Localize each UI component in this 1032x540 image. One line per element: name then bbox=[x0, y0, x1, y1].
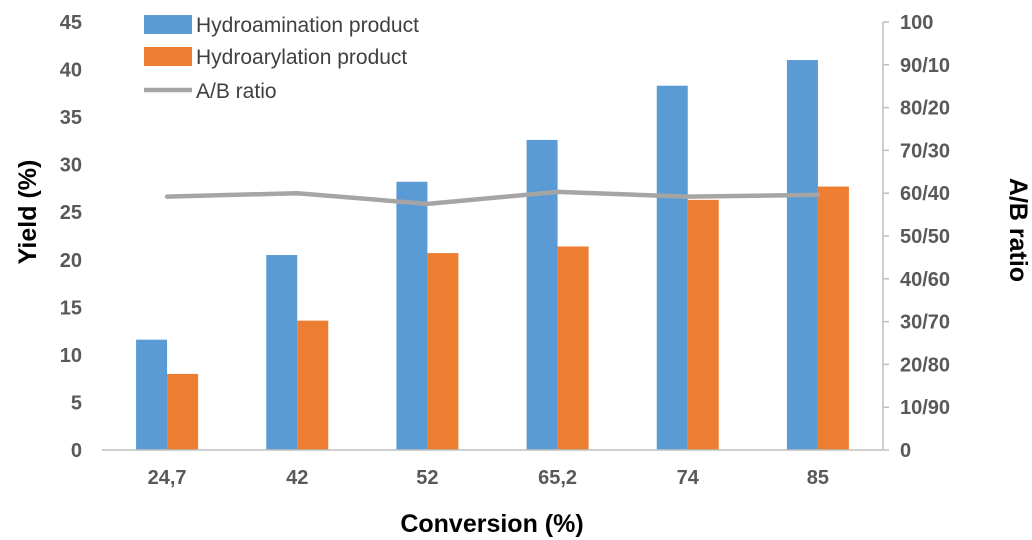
x-axis-title: Conversion (%) bbox=[400, 510, 583, 538]
y-tick-label: 15 bbox=[60, 297, 82, 319]
bar-hydroarylation-4 bbox=[687, 199, 719, 450]
bar-hydroarylation-1 bbox=[297, 320, 329, 450]
bars-group bbox=[136, 60, 849, 451]
legend-swatch-hydroamination bbox=[144, 15, 192, 34]
legend-swatch-hydroarylation bbox=[144, 47, 192, 66]
y2-tick-label: 60/40 bbox=[900, 183, 950, 205]
y2-tick-label: 70/30 bbox=[900, 140, 950, 162]
legend-label-hydroamination: Hydroamination product bbox=[196, 14, 419, 37]
bar-hydroamination-0 bbox=[136, 339, 168, 450]
x-axis-ticks: 24,7 42 52 65,2 74 85 bbox=[148, 467, 829, 489]
bar-hydroamination-3 bbox=[526, 139, 558, 450]
x-tick-label: 24,7 bbox=[148, 467, 187, 489]
y2-tick-label: 100 bbox=[900, 12, 933, 34]
y2-tick-label: 30/70 bbox=[900, 312, 950, 334]
bar-hydroarylation-3 bbox=[557, 246, 589, 450]
y-axis-title: Yield (%) bbox=[14, 160, 42, 265]
y2-axis-title: A/B ratio bbox=[1004, 178, 1032, 282]
legend: Hydroamination product Hydroarylation pr… bbox=[144, 14, 419, 103]
bar-hydroamination-1 bbox=[266, 255, 298, 450]
ratio-line-group bbox=[164, 189, 821, 207]
x-tick-label: 74 bbox=[677, 467, 700, 489]
y-axis-ticks: 0 5 10 15 20 25 30 35 40 45 bbox=[60, 12, 82, 462]
y-tick-label: 0 bbox=[71, 440, 82, 462]
bar-hydroarylation-5 bbox=[817, 186, 849, 450]
x-tick-label: 52 bbox=[416, 467, 438, 489]
y2-tick-label: 20/80 bbox=[900, 354, 950, 376]
y-tick-label: 25 bbox=[60, 202, 82, 224]
ratio-line bbox=[164, 189, 821, 207]
y2-tick-label: 90/10 bbox=[900, 55, 950, 77]
y-tick-label: 35 bbox=[60, 107, 82, 129]
y-tick-label: 40 bbox=[60, 60, 82, 82]
x-tick-label: 42 bbox=[286, 467, 308, 489]
x-tick-label: 85 bbox=[807, 467, 829, 489]
legend-label-hydroarylation: Hydroarylation product bbox=[196, 46, 407, 69]
y2-tick-label: 80/20 bbox=[900, 98, 950, 120]
y-tick-label: 5 bbox=[71, 392, 82, 414]
bar-hydroamination-5 bbox=[786, 60, 818, 451]
y-tick-label: 45 bbox=[60, 12, 82, 34]
y2-tick-label: 10/90 bbox=[900, 397, 950, 419]
y2-tick-label: 0 bbox=[900, 440, 911, 462]
x-tick-label: 65,2 bbox=[538, 467, 577, 489]
bar-hydroarylation-2 bbox=[427, 253, 459, 450]
legend-label-ab-ratio: A/B ratio bbox=[196, 80, 277, 103]
y-tick-label: 30 bbox=[60, 155, 82, 177]
bar-hydroarylation-0 bbox=[167, 373, 199, 450]
y-tick-label: 20 bbox=[60, 250, 82, 272]
bar-hydroamination-2 bbox=[396, 181, 428, 450]
y2-tick-label: 40/60 bbox=[900, 269, 950, 291]
y2-tick-label: 50/50 bbox=[900, 226, 950, 248]
y-tick-label: 10 bbox=[60, 345, 82, 367]
bar-hydroamination-4 bbox=[656, 85, 688, 451]
y2-axis-ticks: 0 10/90 20/80 30/70 40/60 50/50 60/40 70/30 80/2… bbox=[883, 12, 950, 462]
